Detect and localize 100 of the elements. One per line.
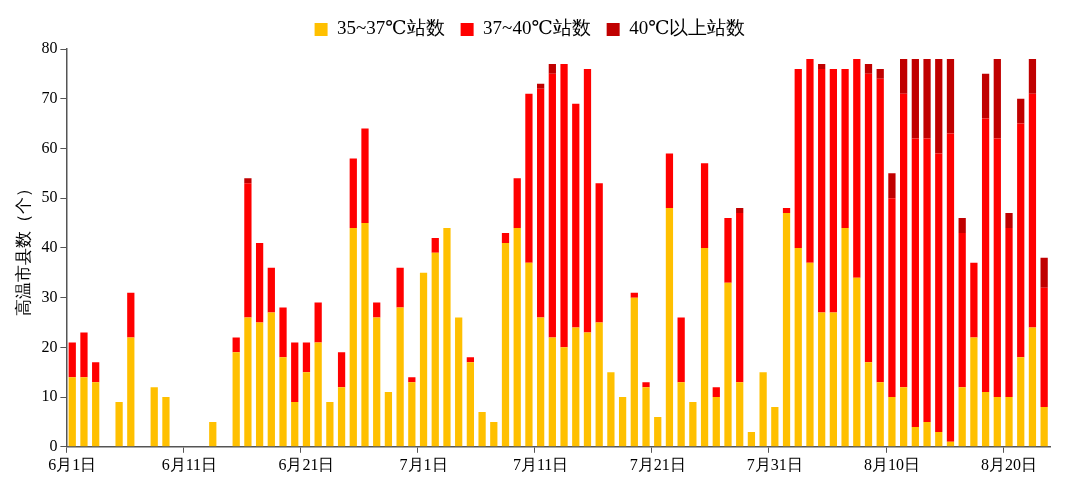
bar — [537, 88, 545, 318]
x-tick-label: 7月1日 — [399, 455, 448, 473]
bar — [841, 68, 849, 229]
bar — [888, 397, 896, 447]
bar — [466, 362, 475, 447]
bar — [373, 302, 381, 318]
bar — [724, 218, 732, 283]
bar — [806, 58, 814, 263]
bar — [630, 297, 638, 447]
legend-label: 40℃以上站数 — [629, 17, 746, 39]
bar — [127, 337, 135, 447]
bar — [431, 252, 439, 447]
bar — [302, 342, 311, 373]
bar — [291, 402, 299, 447]
bar — [818, 312, 826, 447]
bar — [314, 342, 322, 447]
y-tick-label: 80 — [41, 39, 58, 57]
bar — [794, 247, 802, 447]
bar — [209, 421, 217, 447]
y-tick-label: 70 — [41, 88, 58, 106]
bar — [232, 337, 240, 353]
bar — [1005, 213, 1013, 229]
y-tick-label: 50 — [41, 188, 58, 206]
legend-label: 35~37℃站数 — [337, 17, 445, 39]
bar — [525, 262, 533, 447]
bar — [349, 228, 357, 447]
bar — [80, 332, 88, 378]
bar — [455, 317, 463, 447]
bar — [876, 68, 884, 79]
bar — [1028, 93, 1037, 328]
y-tick-label: 40 — [41, 238, 58, 256]
y-tick-label: 60 — [41, 138, 58, 156]
bar — [700, 247, 709, 447]
bar — [302, 372, 311, 447]
bar — [92, 362, 100, 383]
bar — [911, 138, 919, 427]
bar — [970, 337, 978, 447]
bar — [408, 377, 416, 383]
bar — [864, 63, 873, 74]
bar — [993, 138, 1001, 398]
bar — [1040, 407, 1048, 447]
bar — [548, 63, 556, 74]
bar — [946, 133, 955, 442]
bar — [1017, 123, 1025, 358]
bar — [150, 387, 158, 447]
y-tick-label: 10 — [41, 387, 58, 405]
bar — [431, 237, 439, 253]
bar — [911, 426, 919, 447]
bar — [818, 63, 826, 69]
bar — [981, 118, 990, 393]
bar — [654, 416, 662, 447]
bar — [326, 402, 334, 447]
bar — [1017, 357, 1025, 447]
bar — [700, 163, 709, 248]
bar — [771, 407, 779, 447]
bar — [958, 218, 966, 233]
bar — [396, 267, 404, 308]
bar — [981, 73, 990, 119]
bar — [864, 73, 873, 363]
bar — [68, 377, 76, 447]
bar — [806, 262, 814, 447]
bar — [853, 58, 861, 278]
bar — [1005, 228, 1013, 398]
bar — [607, 372, 615, 447]
bar — [572, 327, 580, 447]
bar — [677, 382, 685, 447]
bar — [244, 317, 252, 447]
bar — [537, 317, 545, 447]
bar — [314, 302, 322, 343]
bar — [665, 153, 674, 209]
bar — [642, 387, 650, 447]
y-axis-title: 高温市县数（个） — [13, 179, 33, 316]
bar — [583, 332, 592, 447]
bar — [1040, 287, 1048, 408]
bar — [478, 411, 486, 447]
bar — [361, 128, 369, 224]
bar — [162, 397, 170, 447]
x-tick-label: 6月1日 — [48, 455, 97, 473]
bar — [689, 402, 697, 447]
bar — [267, 312, 275, 447]
bar — [1017, 98, 1025, 124]
bar — [923, 138, 931, 422]
bar — [244, 183, 252, 318]
bar — [466, 357, 475, 363]
bar — [759, 372, 767, 447]
bar — [1028, 327, 1037, 447]
bar — [712, 397, 720, 447]
bar — [747, 431, 756, 447]
bar — [560, 63, 568, 348]
bar — [829, 68, 837, 313]
bar — [408, 382, 416, 447]
bar — [841, 228, 849, 447]
bar — [501, 232, 510, 243]
bar — [876, 78, 884, 383]
bar — [736, 208, 744, 214]
bar — [1028, 58, 1037, 94]
bar — [712, 387, 720, 398]
x-tick-label: 8月10日 — [863, 455, 920, 473]
bar — [583, 68, 592, 333]
bar — [665, 208, 674, 447]
